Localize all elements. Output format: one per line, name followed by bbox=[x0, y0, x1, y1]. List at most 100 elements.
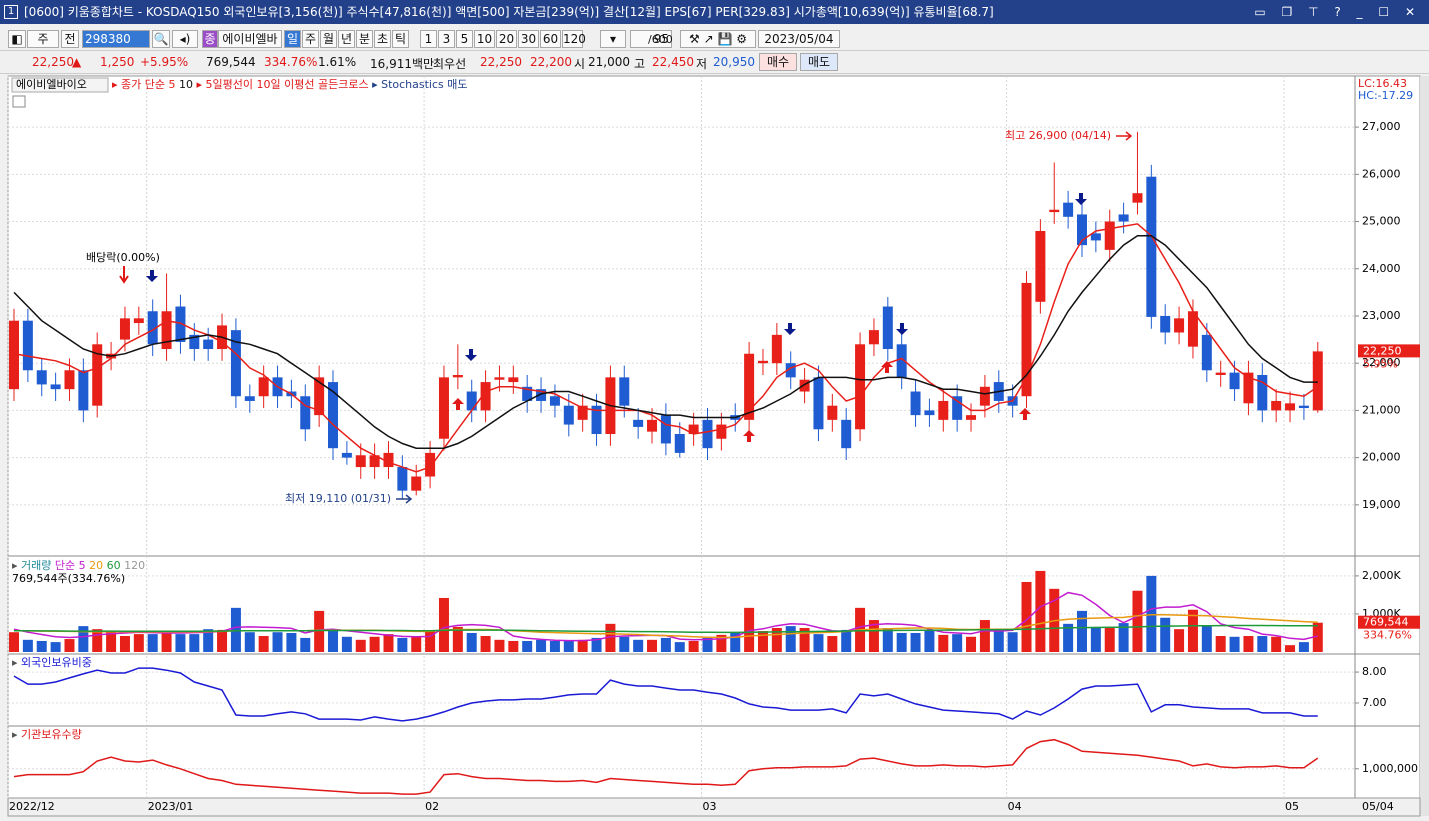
interval-button[interactable]: 5 bbox=[456, 30, 473, 48]
candle-body bbox=[577, 405, 588, 420]
volume-ma-line bbox=[14, 624, 1318, 634]
x-tick-label: 2022/12 bbox=[9, 800, 55, 813]
buy-signals bbox=[452, 361, 1031, 442]
search-button[interactable]: 🔍 bbox=[152, 30, 170, 48]
quote-high: 22,450 bbox=[652, 55, 694, 69]
volume-bar bbox=[716, 634, 727, 652]
code-input[interactable]: 298380 bbox=[82, 30, 150, 48]
volume-bar bbox=[924, 629, 935, 652]
volume-bar bbox=[1132, 590, 1143, 652]
volume-bar bbox=[882, 628, 893, 652]
volume-bar bbox=[660, 637, 671, 652]
volume-bar bbox=[1021, 581, 1032, 652]
candle-body bbox=[64, 370, 75, 390]
y-tick-label: 1,000,000 bbox=[1362, 762, 1418, 775]
candle-body bbox=[300, 396, 311, 430]
stock-label-box bbox=[11, 77, 109, 93]
volume-bar bbox=[64, 639, 75, 652]
market-select[interactable]: 주 bbox=[27, 30, 59, 48]
period-button[interactable]: 일 bbox=[284, 30, 301, 48]
candle-body bbox=[1174, 318, 1185, 333]
ma-line bbox=[13, 234, 1318, 449]
volume-bar bbox=[813, 634, 824, 652]
period-button[interactable]: 년 bbox=[338, 30, 355, 48]
candle-body bbox=[1049, 209, 1060, 213]
volume-bar bbox=[286, 632, 297, 652]
volume-bar bbox=[1160, 617, 1171, 652]
volume-bar bbox=[952, 634, 963, 652]
candle-body bbox=[494, 377, 505, 380]
volume-bar bbox=[92, 629, 103, 652]
last-value-label: 769,544 bbox=[1363, 616, 1409, 629]
volume-bar bbox=[896, 632, 907, 652]
candle-body bbox=[230, 330, 241, 397]
scrollbar[interactable] bbox=[1420, 76, 1429, 816]
volume-bar bbox=[230, 607, 241, 652]
volume-bar bbox=[522, 640, 533, 652]
candle-body bbox=[1187, 311, 1198, 347]
candle-body bbox=[1076, 214, 1087, 246]
foreign-title-text: 외국인보유비중 bbox=[21, 656, 92, 669]
candle-body bbox=[591, 405, 602, 435]
period-button[interactable]: 주 bbox=[302, 30, 319, 48]
window-title: [0600] 키움종합차트 - KOSDAQ150 외국인보유[3,156(천)… bbox=[24, 5, 994, 19]
tool-buttons[interactable]: ⚒ ↗ 💾 ⚙ bbox=[680, 30, 756, 48]
window-controls[interactable]: ▭ ❐ ⊤ ? _ ☐ ✕ bbox=[1254, 5, 1421, 19]
candle-body bbox=[480, 382, 491, 411]
candle-body bbox=[619, 377, 630, 406]
candle-body bbox=[1118, 214, 1129, 222]
candle-body bbox=[688, 424, 699, 435]
count-input[interactable]: 95 bbox=[630, 30, 672, 48]
y-tick-label: 27,000 bbox=[1362, 120, 1401, 133]
interval-button[interactable]: 10 bbox=[474, 30, 495, 48]
stock-name: 에이비엘바 bbox=[218, 30, 282, 48]
candle-body bbox=[744, 353, 755, 420]
interval-button[interactable]: 120 bbox=[562, 30, 586, 48]
volume-bar bbox=[563, 640, 574, 652]
legend-ma: 20 bbox=[89, 559, 103, 572]
menu-icon[interactable] bbox=[12, 95, 26, 108]
volume-bar bbox=[771, 628, 782, 652]
period-button[interactable]: 월 bbox=[320, 30, 337, 48]
candle-body bbox=[966, 415, 977, 420]
candle-body bbox=[1285, 403, 1296, 411]
interval-button[interactable]: 60 bbox=[540, 30, 561, 48]
y-tick-label: 23,000 bbox=[1362, 309, 1401, 322]
candle-body bbox=[22, 320, 33, 371]
candle-body bbox=[1146, 176, 1157, 317]
volume-bar bbox=[258, 636, 269, 652]
interval-select[interactable]: ▾ bbox=[600, 30, 626, 48]
candle-body bbox=[660, 415, 671, 444]
inst-title: ▸ 기관보유수량 bbox=[12, 728, 82, 741]
volume-bar bbox=[1312, 622, 1323, 652]
candle-body bbox=[175, 306, 186, 342]
sound-button[interactable]: ◂) bbox=[172, 30, 198, 48]
x-tick-label: 05 bbox=[1285, 800, 1299, 813]
legend-ma-label: 종가 단순 bbox=[121, 78, 165, 91]
volume-bar bbox=[549, 640, 560, 652]
interval-button[interactable]: 1 bbox=[420, 30, 437, 48]
ex-dividend-note: 배당락(0.00%) bbox=[86, 251, 160, 264]
x-tick-label: 2023/01 bbox=[148, 800, 194, 813]
interval-button[interactable]: 20 bbox=[496, 30, 517, 48]
y-tick-label: 8.00 bbox=[1362, 665, 1387, 678]
period-button[interactable]: 분 bbox=[356, 30, 373, 48]
volume-bar bbox=[244, 632, 255, 652]
layout-button[interactable]: ◧ bbox=[8, 30, 26, 48]
interval-button[interactable]: 3 bbox=[438, 30, 455, 48]
y-tick-label: 7.00 bbox=[1362, 696, 1387, 709]
date-input[interactable]: 2023/05/04 bbox=[758, 30, 840, 48]
buy-button[interactable]: 매수 bbox=[759, 53, 797, 71]
candle-body bbox=[369, 455, 380, 468]
volume-bar bbox=[757, 631, 768, 652]
scope-button[interactable]: 전 bbox=[61, 30, 79, 48]
candle-body bbox=[757, 360, 768, 364]
sell-button[interactable]: 매도 bbox=[800, 53, 838, 71]
interval-button[interactable]: 30 bbox=[518, 30, 539, 48]
period-button[interactable]: 틱 bbox=[392, 30, 409, 48]
period-button[interactable]: 초 bbox=[374, 30, 391, 48]
candle-body bbox=[827, 405, 838, 420]
ex-dividend-arrow bbox=[119, 266, 129, 284]
quote-rate: +5.95% bbox=[140, 55, 189, 69]
volume-bar bbox=[1257, 636, 1268, 652]
